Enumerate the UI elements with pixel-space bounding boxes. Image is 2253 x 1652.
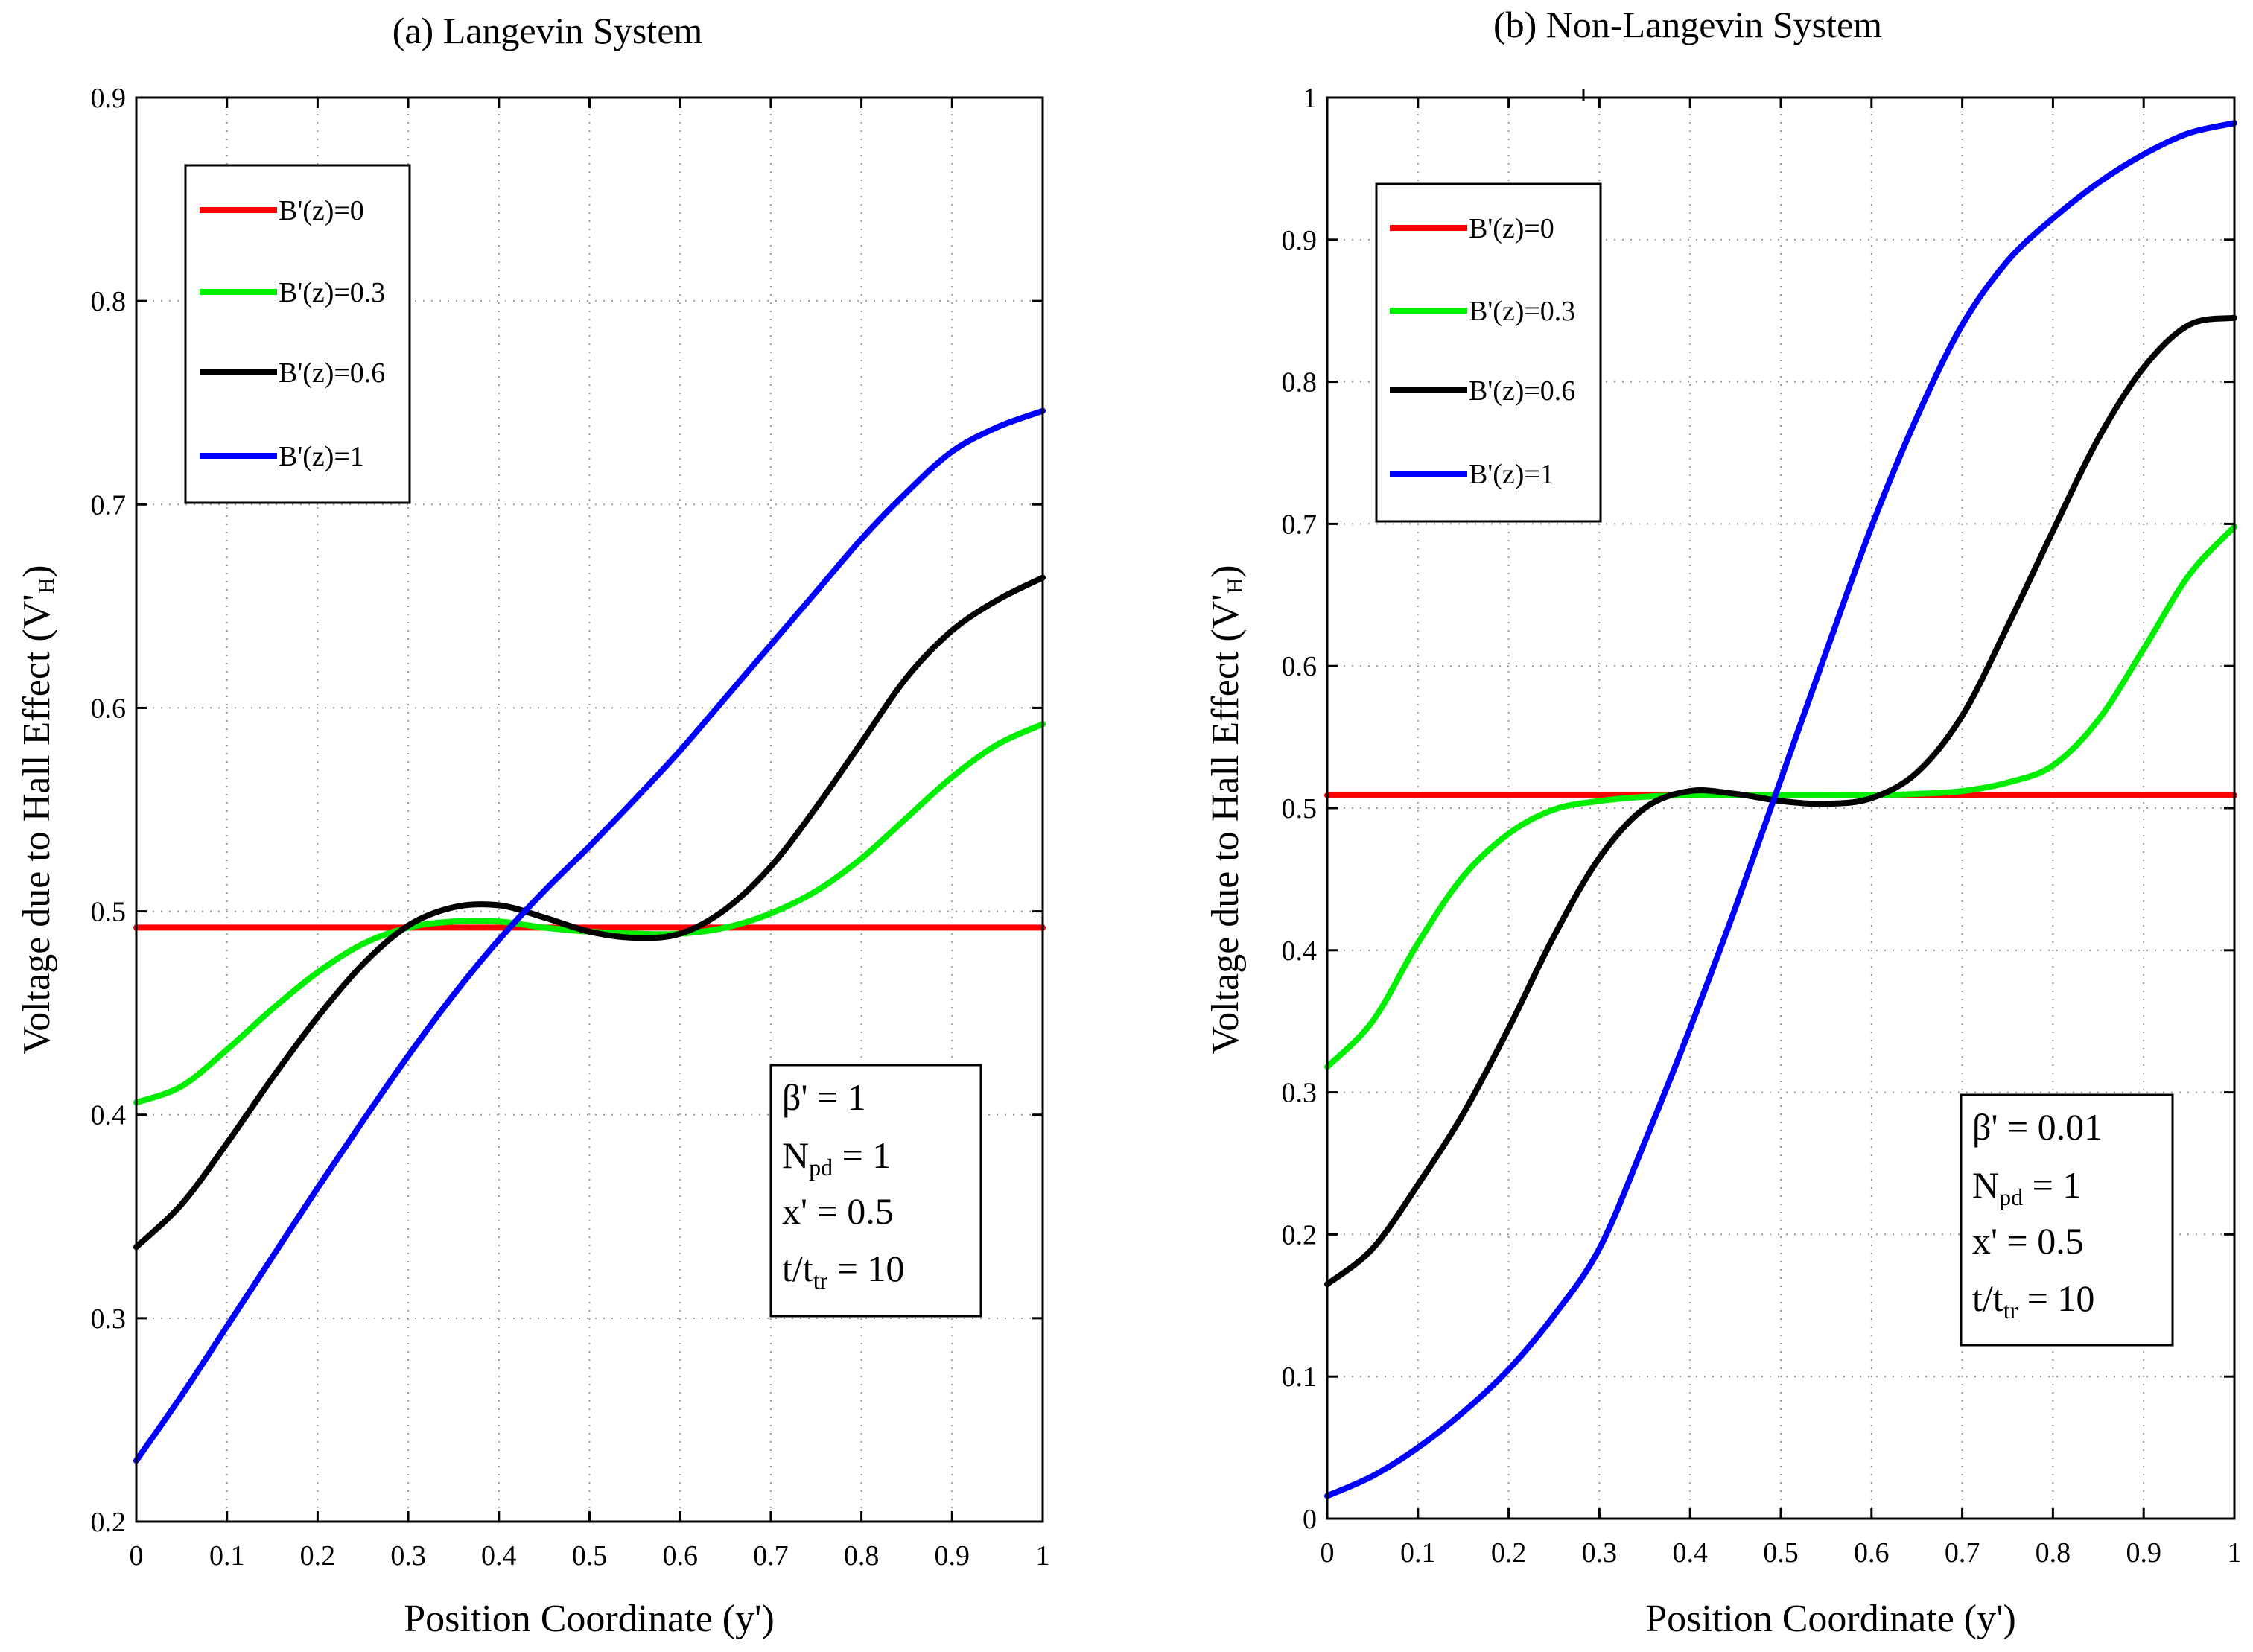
x-tick-label: 0.9 [935,1540,970,1572]
y-tick-label: 0.2 [91,1507,127,1538]
x-prime-value: x' = 0.5 [782,1190,894,1232]
y-tick-label: 1 [1303,83,1317,114]
legend-label-b03: B'(z)=0.3 [1469,296,1575,327]
y-axis-label: Voltage due to Hall Effect (V'H) [1204,565,1248,1054]
x-prime-value: x' = 0.5 [1972,1220,2084,1262]
x-tick-label: 0.6 [662,1540,698,1572]
y-tick-label: 0.1 [1282,1362,1318,1393]
x-axis-label: Position Coordinate (y') [404,1598,775,1640]
legend-label-b06: B'(z)=0.6 [1469,375,1575,407]
chart-title: (b) Non-Langevin System [1493,4,1882,45]
time-ratio-value: t/ttr = 10 [782,1248,904,1294]
y-tick-label: 0.3 [91,1303,127,1335]
x-tick-label: 0.8 [2036,1537,2071,1569]
legend-box [1375,182,1602,523]
x-tick-label: 0.3 [1582,1537,1618,1569]
x-tick-label: 0.2 [300,1540,336,1572]
npd-value: Npd = 1 [782,1134,891,1181]
annotation-box [769,1064,982,1318]
y-tick-label: 0.8 [1282,367,1318,398]
legend: B'(z)=0 B'(z)=0.3 B'(z)=0.6 B'(z)=1 [184,164,411,504]
series-line-1 [1324,524,2237,1070]
x-tick-label: 0.5 [1763,1537,1799,1569]
y-tick-label: 0.7 [1282,509,1318,540]
x-tick-label: 0.8 [844,1540,880,1572]
x-tick-label: 0.1 [1400,1537,1436,1569]
npd-value: Npd = 1 [1972,1164,2081,1210]
y-tick-label: 0.9 [91,83,127,114]
x-tick-label: 1 [1036,1540,1050,1572]
time-ratio-value: t/ttr = 10 [1972,1277,2094,1324]
parameter-annotation: β' = 1 Npd = 1 x' = 0.5 t/ttr = 10 [769,1064,982,1318]
x-tick-label: 0.7 [753,1540,789,1572]
legend-label-b0: B'(z)=0 [279,195,364,226]
non-langevin-chart: (b) Non-Langevin System 0 0.1 0.2 0.3 0.4 0.5… [1204,4,2242,1640]
series-line-3 [133,407,1046,1464]
legend: B'(z)=0 B'(z)=0.3 B'(z)=0.6 B'(z)=1 [1375,182,1602,523]
beta-value: β' = 1 [782,1076,866,1118]
y-tick-label: 0.4 [1282,935,1318,967]
y-tick-label: 0.6 [91,693,127,724]
legend-label-b06: B'(z)=0.6 [279,358,385,389]
series-lines [1324,120,2237,1499]
y-tick-label: 0.8 [91,286,127,317]
y-tick-label: 0.7 [91,489,127,521]
legend-box [184,164,411,504]
x-tick-label: 1 [2228,1537,2242,1569]
x-tick-label: 0.6 [1854,1537,1890,1569]
y-tick-label: 0.5 [1282,793,1318,825]
y-tick-label: 0.2 [1282,1219,1318,1251]
x-tick-label: 0.5 [572,1540,608,1572]
series-line-2 [133,574,1046,1251]
x-tick-label: 0 [130,1540,144,1572]
x-tick-label: 0.9 [2126,1537,2161,1569]
x-tick-label: 0.7 [1945,1537,1980,1569]
axis-ticks: 0 0.1 0.2 0.3 0.4 0.5 0.6 0.7 0.8 0.9 1 0.2 0.3 0.4 0.… [91,83,1050,1572]
y-tick-label: 0.3 [1282,1078,1318,1109]
legend-label-b1: B'(z)=1 [279,441,364,472]
langevin-chart: (a) Langevin System 0 0.1 0.2 0.3 0.4 0.5 0.6 0… [16,10,1050,1640]
chart-title: (a) Langevin System [393,10,703,51]
x-tick-label: 0.3 [390,1540,426,1572]
x-tick-label: 0.2 [1491,1537,1527,1569]
beta-value: β' = 0.01 [1972,1106,2103,1148]
annotation-box [1960,1093,2174,1347]
x-tick-label: 0.4 [481,1540,517,1572]
x-axis-label: Position Coordinate (y') [1645,1598,2016,1640]
x-tick-label: 0.1 [209,1540,245,1572]
series-line-3 [1324,120,2237,1499]
y-tick-label: 0 [1303,1504,1317,1535]
y-tick-label: 0.6 [1282,651,1318,682]
series-lines [133,407,1046,1464]
series-line-2 [1324,314,2237,1288]
legend-label-b03: B'(z)=0.3 [279,277,385,308]
x-tick-label: 0 [1321,1537,1335,1569]
legend-label-b1: B'(z)=1 [1469,459,1554,490]
y-tick-label: 0.5 [91,897,127,928]
x-tick-label: 0.4 [1672,1537,1708,1569]
y-axis-label: Voltage due to Hall Effect (V'H) [16,565,59,1054]
legend-label-b0: B'(z)=0 [1469,213,1554,244]
y-tick-label: 0.9 [1282,225,1318,256]
parameter-annotation: β' = 0.01 Npd = 1 x' = 0.5 t/ttr = 10 [1960,1093,2174,1347]
y-tick-label: 0.4 [91,1100,127,1131]
axis-ticks: 0 0.1 0.2 0.3 0.4 0.5 0.6 0.7 0.8 0.9 1 0 0.1 0.2 0.3 0… [1282,83,2242,1569]
